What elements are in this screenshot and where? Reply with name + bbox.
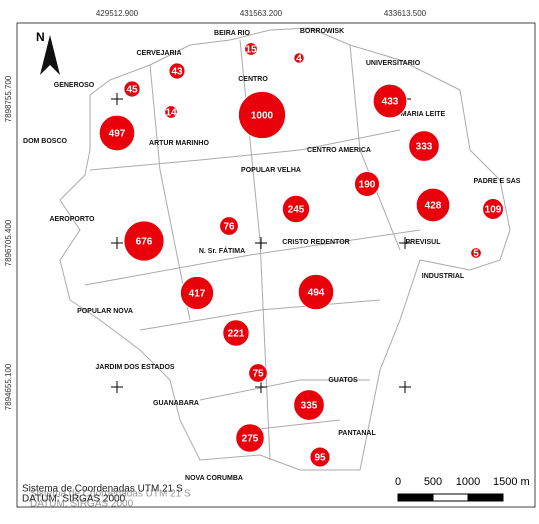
scale-segment bbox=[397, 493, 434, 502]
scale-label: 500 bbox=[424, 476, 442, 488]
north-arrow bbox=[40, 35, 60, 75]
bubble-value: 43 bbox=[171, 67, 183, 78]
x-coord-label: 429512.900 bbox=[96, 9, 139, 18]
bubble-value: 5 bbox=[473, 249, 479, 260]
bubble bbox=[408, 130, 440, 162]
bubble bbox=[98, 114, 136, 152]
neighborhood-label: CENTRO AMERICA bbox=[307, 147, 371, 154]
neighborhood-label: BORROWISK bbox=[300, 28, 344, 35]
bubble-value: 221 bbox=[228, 329, 245, 340]
bubble-value: 433 bbox=[382, 97, 399, 108]
city-outline bbox=[59, 27, 511, 471]
bubble bbox=[222, 319, 250, 347]
bubble-value: 494 bbox=[308, 288, 325, 299]
bubble-value: 109 bbox=[485, 205, 502, 216]
bubble-value: 1000 bbox=[251, 111, 274, 122]
bubble bbox=[353, 170, 381, 198]
neighborhood-label: GUATOS bbox=[328, 377, 358, 384]
bubble bbox=[297, 273, 335, 311]
bubble bbox=[237, 90, 287, 140]
credit-shadow: Sistema de Coordenadas UTM 21 S bbox=[30, 489, 191, 500]
neighborhood-label: NOVA CORUMBA bbox=[185, 475, 243, 482]
bubble-value: 275 bbox=[242, 434, 259, 445]
neighborhood-label: JARDIM DOS ESTADOS bbox=[95, 364, 175, 371]
neighborhood-label: AEROPORTO bbox=[50, 216, 96, 223]
scale-segment bbox=[467, 493, 504, 502]
x-coord-label: 431563.200 bbox=[240, 9, 283, 18]
bubble-value: 95 bbox=[314, 453, 326, 464]
bubble-value: 15 bbox=[245, 45, 257, 56]
neighborhood-label: POPULAR VELHA bbox=[241, 167, 301, 174]
bubble bbox=[168, 62, 186, 80]
scale-segment bbox=[432, 493, 469, 502]
bubble bbox=[482, 198, 504, 220]
bubble-value: 4 bbox=[296, 54, 302, 65]
bubble-value: 497 bbox=[109, 129, 126, 140]
neighborhood-label: MARIA LEITE bbox=[401, 111, 446, 118]
neighborhood-label: PREVISUL bbox=[405, 239, 441, 246]
bubble bbox=[179, 275, 215, 311]
neighborhood-label: PADRE E SAS bbox=[474, 178, 521, 185]
layer: 429512.900 431563.200 433613.500 7898755.70… bbox=[4, 9, 530, 510]
neighborhood-label: DOM BOSCO bbox=[23, 138, 68, 145]
bubble bbox=[235, 423, 265, 453]
neighborhood-label: N. Sr. FÁTIMA bbox=[199, 246, 245, 255]
bubble bbox=[415, 187, 451, 223]
bubble-value: 676 bbox=[136, 237, 153, 248]
roads bbox=[84, 39, 421, 461]
bubble-value: 75 bbox=[252, 369, 264, 380]
bubble bbox=[470, 247, 482, 259]
neighborhood-label: UNIVERSITARIO bbox=[366, 60, 421, 67]
bubble bbox=[219, 216, 239, 236]
scale-label: 1000 bbox=[456, 476, 480, 488]
y-coord-label: 7896705.400 bbox=[4, 219, 13, 266]
neighborhood-label: PANTANAL bbox=[338, 430, 376, 437]
bubble-value: 190 bbox=[359, 180, 376, 191]
credit: DATUM: SIRGAS 2000 bbox=[22, 494, 126, 505]
bubble bbox=[164, 105, 178, 119]
bubble bbox=[123, 220, 165, 262]
neighborhood-label: ARTUR MARINHO bbox=[149, 140, 209, 147]
neighborhood-label: CENTRO bbox=[238, 76, 268, 83]
bubble-value: 45 bbox=[126, 85, 138, 96]
credit: Sistema de Coordenadas UTM 21 S bbox=[22, 484, 183, 495]
bubble-value: 417 bbox=[189, 289, 206, 300]
bubble bbox=[309, 446, 331, 468]
bubble bbox=[372, 83, 408, 119]
bubble-value: 14 bbox=[165, 108, 177, 119]
y-coord-label: 7898755.700 bbox=[4, 75, 13, 122]
x-coord-label: 433613.500 bbox=[384, 9, 427, 18]
bubble bbox=[293, 389, 325, 421]
scale-label: 1500 m bbox=[493, 476, 530, 488]
neighborhood-label: CRISTO REDENTOR bbox=[282, 239, 349, 246]
bubble-value: 428 bbox=[425, 201, 442, 212]
bubble-value: 333 bbox=[416, 142, 433, 153]
bubble bbox=[248, 363, 268, 383]
bubble-value: 76 bbox=[223, 222, 235, 233]
neighborhood-label: INDUSTRIAL bbox=[422, 273, 465, 280]
bubble bbox=[293, 52, 305, 64]
neighborhood-label: GUANABARA bbox=[153, 400, 199, 407]
neighborhood-label: GENEROSO bbox=[54, 82, 95, 89]
credit-shadow: DATUM: SIRGAS 2000 bbox=[30, 499, 134, 510]
bubble bbox=[123, 80, 141, 98]
neighborhood-label: CERVEJARIA bbox=[137, 50, 182, 57]
bubble bbox=[244, 42, 258, 56]
scale-label: 0 bbox=[395, 476, 401, 488]
bubble bbox=[281, 194, 311, 224]
bubble-value: 335 bbox=[301, 401, 318, 412]
north-label: N bbox=[36, 30, 45, 44]
neighborhood-label: BEIRA RIO bbox=[214, 30, 250, 37]
y-coord-label: 7894655.100 bbox=[4, 363, 13, 410]
neighborhood-label: POPULAR NOVA bbox=[77, 308, 133, 315]
bubble-value: 245 bbox=[288, 205, 305, 216]
